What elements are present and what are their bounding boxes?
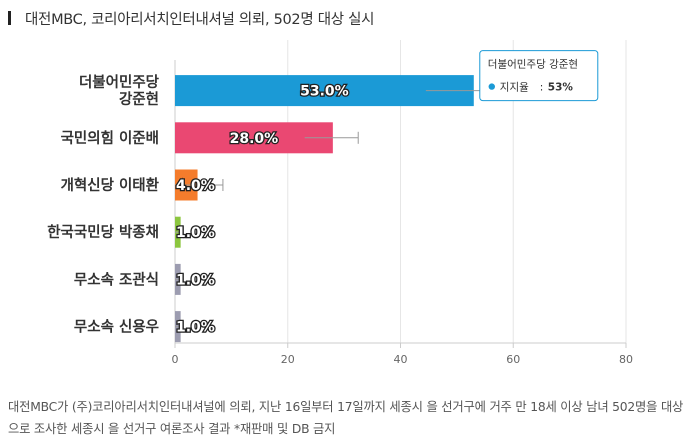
category-label: 국민의힘 이준배: [61, 129, 159, 147]
x-tick-label: 20: [281, 353, 295, 366]
category-label: 무소속 신용우: [74, 319, 159, 336]
chart-title: 대전MBC, 코리아리서치인터내셔널 의뢰, 502명 대상 실시: [25, 11, 375, 28]
chart-header: 대전MBC, 코리아리서치인터내셔널 의뢰, 502명 대상 실시: [8, 6, 374, 30]
header-accent-bar: [8, 11, 11, 25]
data-label: 53.0%: [300, 84, 349, 100]
tooltip-value: 53%: [548, 82, 574, 94]
x-tick-label: 0: [172, 353, 179, 366]
tooltip-series-label: 지지율: [500, 82, 529, 94]
category-label: 강준현: [119, 90, 159, 108]
data-label: 28.0%: [230, 131, 279, 147]
category-label: 개혁신당 이태환: [61, 176, 160, 194]
footnote: 대전MBC가 (주)코리아리서치인터내셔널에 의뢰, 지난 16일부터 17일까…: [8, 400, 684, 436]
tooltip-title: 더불어민주당 강준현: [488, 59, 578, 71]
data-label: 1.0%: [176, 272, 215, 288]
tooltip-box: [479, 50, 599, 102]
tooltip-series-dot: [488, 83, 495, 90]
category-label: 한국국민당 박종채: [47, 223, 159, 241]
category-label: 무소속 조관식: [74, 271, 159, 288]
data-label: 1.0%: [176, 320, 215, 336]
data-label: 1.0%: [176, 225, 215, 241]
tooltip-separator: :: [540, 82, 544, 94]
x-tick-label: 80: [619, 353, 633, 366]
category-label: 더불어민주당: [79, 73, 160, 91]
x-tick-label: 60: [506, 353, 520, 366]
x-tick-label: 40: [394, 353, 408, 366]
data-label: 4.0%: [176, 178, 215, 194]
bar: [175, 75, 474, 107]
